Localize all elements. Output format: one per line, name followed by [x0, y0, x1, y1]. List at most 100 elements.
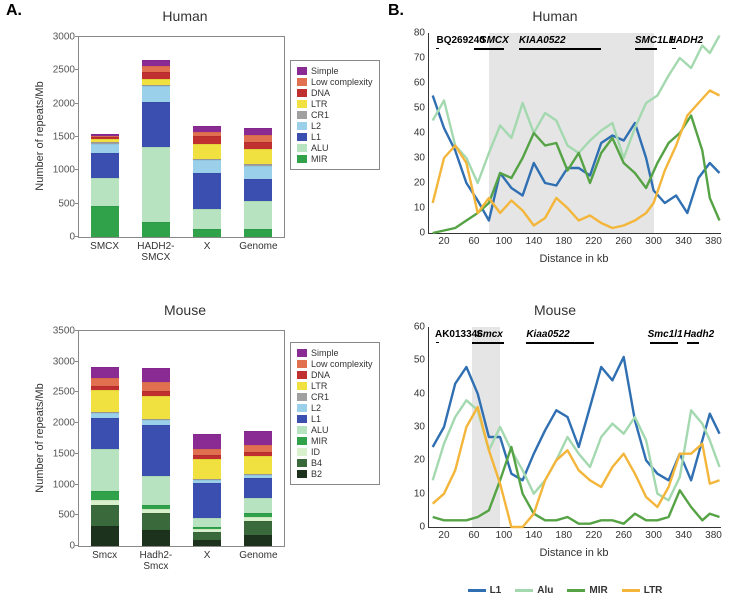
xtick: 300 — [645, 233, 662, 247]
mouse-line-xlabel: Distance in kb — [428, 547, 720, 559]
stack-segment — [142, 72, 170, 79]
ytick: 60 — [414, 322, 429, 333]
legend-item: LTR — [297, 381, 373, 391]
ytick: 0 — [419, 228, 429, 239]
legend-item: Low complexity — [297, 77, 373, 87]
stack-segment — [91, 378, 119, 386]
stack-segment — [244, 229, 272, 237]
stack-segment — [244, 478, 272, 497]
legend-item: DNA — [297, 370, 373, 380]
legend-swatch — [297, 382, 307, 390]
legend-item: DNA — [297, 88, 373, 98]
legend-label: L2 — [311, 121, 321, 131]
xtick: 60 — [468, 527, 479, 541]
stack-bar — [244, 128, 272, 237]
ytick-mark — [75, 514, 79, 515]
xtick: Hadh2- Smcx — [139, 546, 172, 572]
legend-swatch — [297, 415, 307, 423]
ytick: 30 — [414, 422, 429, 433]
legend-item: Low complexity — [297, 359, 373, 369]
legend-item: Simple — [297, 348, 373, 358]
legend-label: L2 — [311, 403, 321, 413]
legend-item: ALU — [297, 143, 373, 153]
legend-swatch — [297, 111, 307, 119]
xtick: 180 — [555, 527, 572, 541]
ytick: 1500 — [53, 132, 79, 143]
stack-segment — [91, 390, 119, 412]
line-legend-swatch — [468, 589, 486, 592]
stack-segment — [244, 521, 272, 535]
stack-segment — [244, 135, 272, 142]
legend-item: LTR — [297, 99, 373, 109]
mouse-line-title: Mouse — [400, 302, 710, 318]
legend-swatch — [297, 404, 307, 412]
legend-label: LTR — [311, 99, 327, 109]
ytick: 60 — [414, 78, 429, 89]
stack-segment — [244, 142, 272, 149]
stack-segment — [91, 449, 119, 491]
ytick: 50 — [414, 355, 429, 366]
stack-segment — [244, 179, 272, 201]
ytick-mark — [75, 330, 79, 331]
stack-bar — [142, 368, 170, 546]
legend-swatch — [297, 470, 307, 478]
legend-item: CR1 — [297, 392, 373, 402]
ytick: 10 — [414, 203, 429, 214]
ytick-mark — [75, 169, 79, 170]
ytick-mark — [75, 545, 79, 546]
stack-segment — [244, 128, 272, 135]
line-legend-swatch — [515, 589, 533, 592]
human-line-region: Human 0102030405060708020601001401802202… — [400, 8, 725, 24]
ytick: 3000 — [53, 356, 79, 367]
stack-segment — [244, 149, 272, 164]
xtick: 220 — [585, 233, 602, 247]
legend-item: ALU — [297, 425, 373, 435]
human-line-plot: 0102030405060708020601001401802202603003… — [428, 33, 721, 234]
series-line — [433, 36, 720, 184]
human-stack-plot: 050010001500200025003000SMCXHADH2- SMCXX… — [78, 36, 285, 238]
stack-segment — [244, 431, 272, 445]
legend-label: L1 — [311, 414, 321, 424]
stack-segment — [244, 445, 272, 452]
legend-label: ALU — [311, 425, 329, 435]
legend-swatch — [297, 459, 307, 467]
legend-swatch — [297, 67, 307, 75]
xtick: 100 — [496, 233, 513, 247]
legend-item: L2 — [297, 121, 373, 131]
mouse-line-plot: 0102030405060206010014018022026030034038… — [428, 327, 721, 528]
human-stack-region: Human 050010001500200025003000SMCXHADH2-… — [20, 8, 370, 24]
legend-label: CR1 — [311, 392, 329, 402]
mouse-stack-title: Mouse — [80, 302, 290, 318]
line-legend-swatch — [622, 589, 640, 592]
ytick: 1000 — [53, 165, 79, 176]
ytick: 20 — [414, 178, 429, 189]
ytick: 1500 — [53, 448, 79, 459]
ytick: 3000 — [53, 32, 79, 43]
stack-segment — [91, 418, 119, 449]
stack-segment — [142, 476, 170, 505]
line-legend-label: LTR — [644, 585, 663, 596]
stack-bar — [244, 431, 272, 546]
line-svg — [429, 327, 721, 527]
stack-segment — [142, 222, 170, 237]
human-stack-ylabel: Number of repeats/Mb — [34, 81, 46, 190]
stack-bar — [91, 367, 119, 546]
xtick: 340 — [675, 233, 692, 247]
stack-segment — [91, 505, 119, 526]
xtick: HADH2- SMCX — [137, 237, 174, 263]
stack-segment — [193, 160, 221, 173]
series-line — [433, 116, 720, 234]
xtick: 220 — [585, 527, 602, 541]
stack-segment — [142, 147, 170, 222]
ytick: 50 — [414, 103, 429, 114]
legend-swatch — [297, 89, 307, 97]
stack-segment — [91, 153, 119, 178]
ytick-mark — [75, 36, 79, 37]
legend-label: MIR — [311, 436, 328, 446]
legend-item: B4 — [297, 458, 373, 468]
stack-segment — [142, 368, 170, 382]
ytick: 80 — [414, 28, 429, 39]
ytick: 500 — [58, 510, 79, 521]
line-legend-label: Alu — [537, 585, 553, 596]
legend-item: L1 — [297, 414, 373, 424]
